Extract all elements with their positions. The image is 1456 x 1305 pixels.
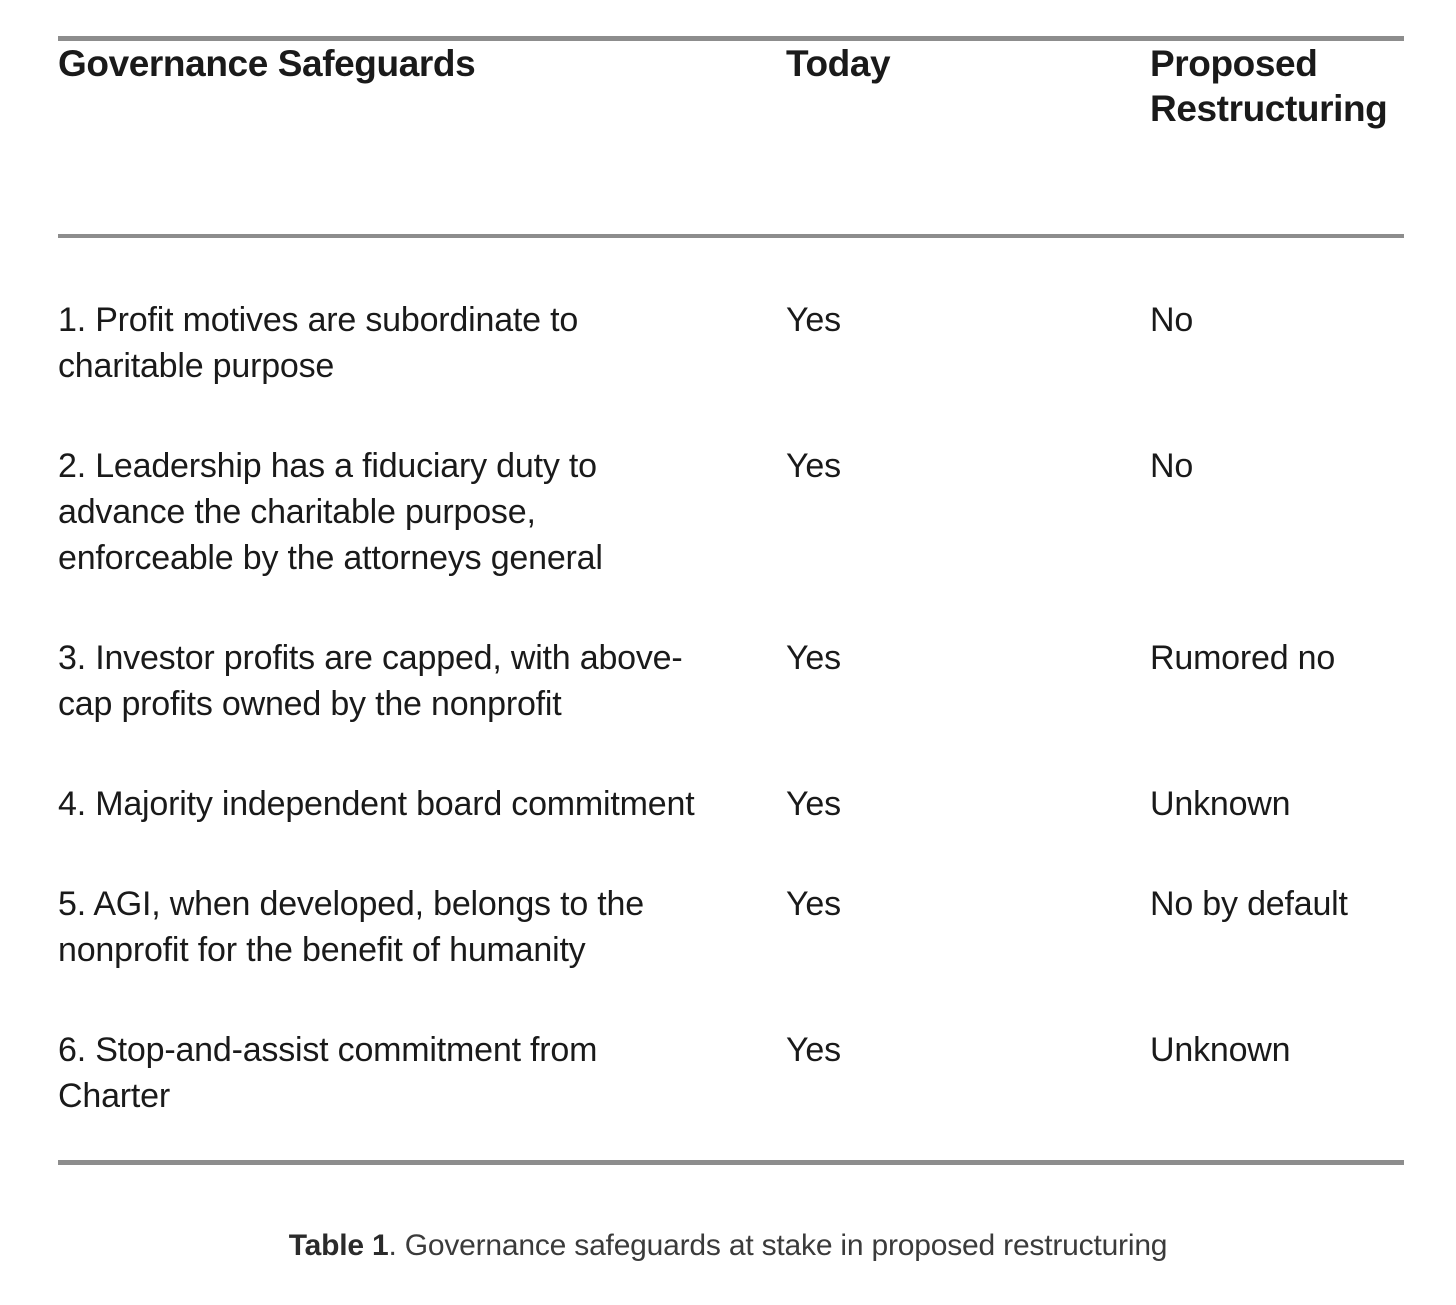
column-header-today: Today <box>786 43 891 84</box>
table-row: 6. Stop-and-assist commitment from Chart… <box>58 1000 1404 1146</box>
cell-safeguard: 3. Investor profits are capped, with abo… <box>58 639 683 723</box>
table-header-divider-rule <box>58 234 1404 238</box>
column-header-governance-safeguards: Governance Safeguards <box>58 43 476 84</box>
caption-text: . Governance safeguards at stake in prop… <box>388 1229 1168 1262</box>
cell-today: Yes <box>786 447 841 485</box>
table-row: 1. Profit motives are subordinate to cha… <box>58 270 1404 416</box>
cell-safeguard: 5. AGI, when developed, belongs to the n… <box>58 885 644 969</box>
cell-proposed: No <box>1150 447 1194 485</box>
cell-today: Yes <box>786 785 841 823</box>
table-header-row: Governance Safeguards Today Proposed Res… <box>58 41 1404 234</box>
cell-today: Yes <box>786 639 841 677</box>
cell-safeguard: 2. Leadership has a fiduciary duty to ad… <box>58 447 603 577</box>
cell-proposed: Unknown <box>1150 1031 1291 1069</box>
cell-safeguard: 6. Stop-and-assist commitment from Chart… <box>58 1031 598 1115</box>
table-row: 4. Majority independent board commitment… <box>58 754 1404 854</box>
cell-safeguard: 1. Profit motives are subordinate to cha… <box>58 301 579 385</box>
table-top-rule <box>58 36 1404 41</box>
table-body: 1. Profit motives are subordinate to cha… <box>58 238 1404 1160</box>
cell-proposed: No <box>1150 301 1194 339</box>
cell-proposed: Rumored no <box>1150 639 1336 677</box>
table-row: 3. Investor profits are capped, with abo… <box>58 608 1404 754</box>
cell-today: Yes <box>786 301 841 339</box>
table-bottom-rule <box>58 1160 1404 1165</box>
cell-safeguard: 4. Majority independent board commitment <box>58 785 695 823</box>
table-caption: Table 1. Governance safeguards at stake … <box>0 1227 1456 1265</box>
cell-proposed: Unknown <box>1150 785 1291 823</box>
cell-today: Yes <box>786 885 841 923</box>
cell-today: Yes <box>786 1031 841 1069</box>
governance-safeguards-table: Governance Safeguards Today Proposed Res… <box>58 36 1404 1165</box>
table-row: 2. Leadership has a fiduciary duty to ad… <box>58 416 1404 608</box>
table-row: 5. AGI, when developed, belongs to the n… <box>58 854 1404 1000</box>
caption-label: Table 1 <box>288 1229 389 1262</box>
column-header-proposed-restructuring: Proposed Restructuring <box>1150 43 1388 129</box>
cell-proposed: No by default <box>1150 885 1348 923</box>
